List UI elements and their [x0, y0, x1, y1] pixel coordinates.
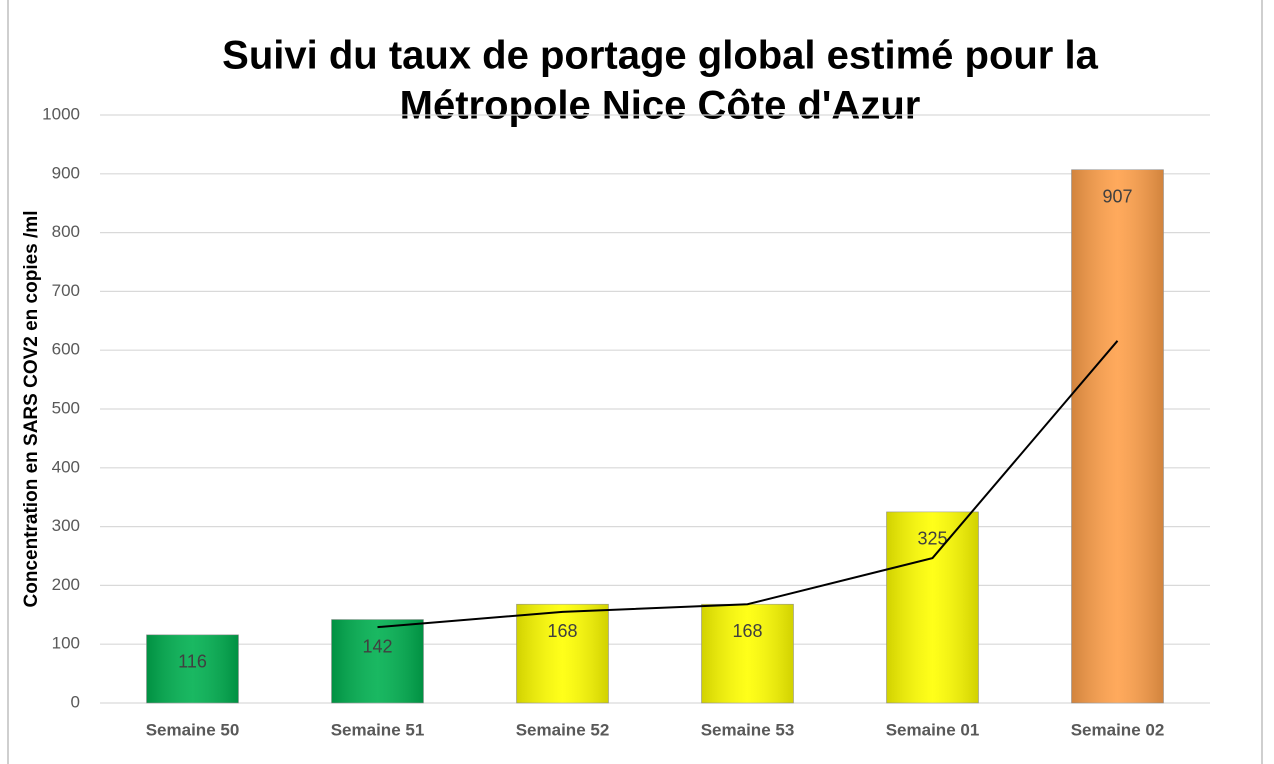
data-label: 168 [732, 621, 762, 641]
bar-shade [886, 511, 979, 703]
bar-shade [146, 634, 239, 703]
data-label: 168 [547, 621, 577, 641]
x-tick-label: Semaine 53 [701, 720, 795, 739]
y-axis-label: Concentration en SARS COV2 en copies /ml [21, 211, 42, 608]
data-label: 325 [917, 529, 947, 549]
y-tick-label: 600 [52, 340, 80, 359]
data-label: 142 [362, 636, 392, 656]
y-tick-label: 900 [52, 163, 80, 182]
y-tick-label: 100 [52, 634, 80, 653]
y-tick-label: 700 [52, 281, 80, 300]
bar-shade [1071, 169, 1164, 703]
y-tick-label: 500 [52, 398, 80, 417]
bar-shade [516, 604, 609, 703]
x-tick-label: Semaine 51 [331, 720, 425, 739]
chart-title: Métropole Nice Côte d'Azur [400, 84, 921, 128]
chart-title: Suivi du taux de portage global estimé p… [222, 34, 1098, 78]
data-label: 116 [178, 652, 207, 672]
x-tick-label: Semaine 50 [146, 720, 240, 739]
y-tick-label: 800 [52, 222, 80, 241]
x-tick-label: Semaine 01 [886, 720, 980, 739]
y-tick-label: 200 [52, 575, 80, 594]
x-tick-label: Semaine 02 [1071, 720, 1165, 739]
y-tick-label: 1000 [42, 104, 80, 123]
y-tick-label: 400 [52, 457, 80, 476]
y-tick-label: 0 [71, 692, 80, 711]
trend-line [377, 340, 1119, 629]
bar-shade [701, 604, 794, 703]
data-label: 907 [1102, 186, 1132, 206]
chart-frame [7, 0, 1263, 764]
y-tick-label: 300 [52, 516, 80, 535]
x-tick-label: Semaine 52 [516, 720, 610, 739]
bar-shade [331, 619, 424, 703]
